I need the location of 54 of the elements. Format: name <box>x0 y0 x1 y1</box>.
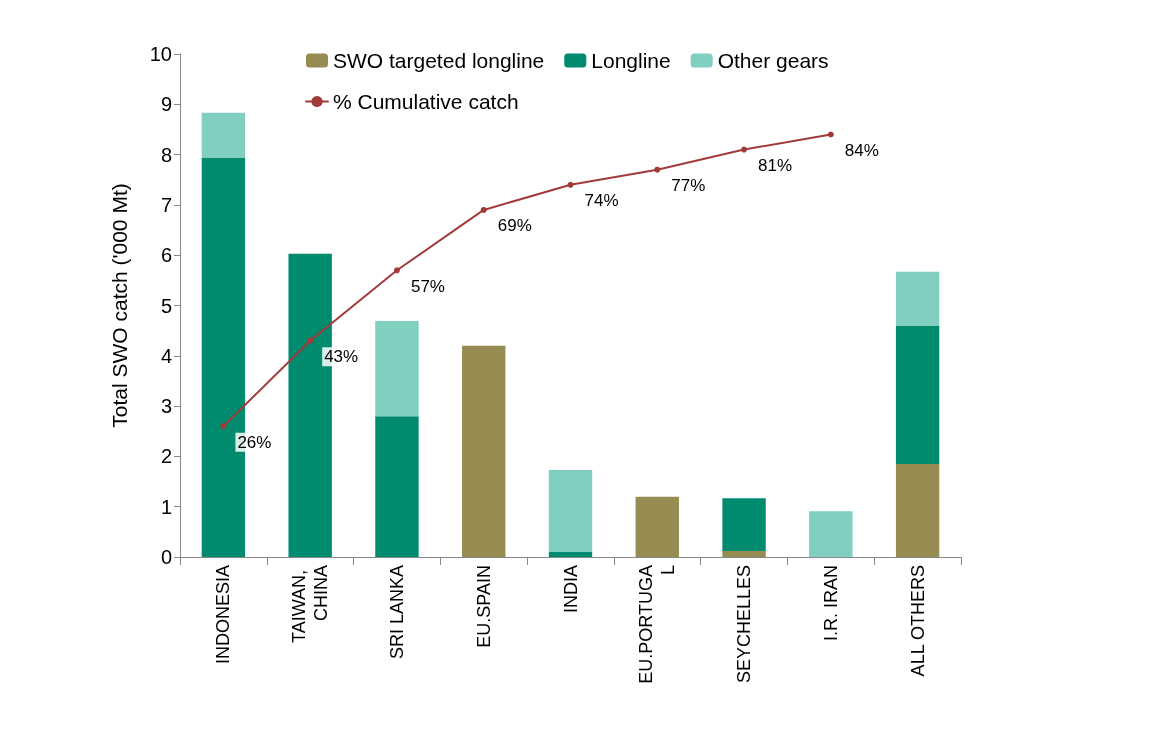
x-tick-label: I.R. IRAN <box>820 565 841 642</box>
y-tick-label: 6 <box>160 244 172 267</box>
y-tick-label: 10 <box>149 43 172 65</box>
bar <box>895 271 940 327</box>
bar <box>722 550 766 557</box>
y-tick-label: 9 <box>160 93 172 116</box>
bar <box>548 469 593 552</box>
bar <box>375 321 419 417</box>
data-label: 43% <box>324 347 359 367</box>
x-tick-label: ALL OTHERS <box>907 565 928 677</box>
data-label: 77% <box>671 176 706 196</box>
data-label: 84% <box>844 140 879 160</box>
legend-label: Longline <box>591 49 671 72</box>
y-tick-label: 7 <box>160 193 172 216</box>
x-tick-label: SRI LANKA <box>386 565 407 660</box>
x-tick-label: EU.SPAIN <box>473 565 494 648</box>
point <box>567 181 574 188</box>
y-tick-label: 8 <box>160 143 172 166</box>
x-tick-label: EU.PORTUGAL <box>636 565 679 684</box>
point <box>480 206 487 213</box>
bar <box>375 416 419 557</box>
y-axis-title: Total SWO catch ('000 Mt) <box>108 183 131 428</box>
data-label: 57% <box>410 276 445 296</box>
bar <box>635 496 679 557</box>
bar <box>895 463 940 557</box>
point <box>741 146 748 153</box>
x-tick-label: TAIWAN, CHINA <box>289 565 332 643</box>
x-tick-label: SEYCHELLES <box>734 565 755 684</box>
y-tick-label: 4 <box>160 344 172 367</box>
y-tick-label: 1 <box>160 495 172 518</box>
data-label: 26% <box>237 432 272 452</box>
legend-label: SWO targeted longline <box>333 49 545 72</box>
bar <box>201 112 246 159</box>
y-tick-label: 0 <box>160 546 172 568</box>
data-label: 69% <box>497 216 532 236</box>
point <box>220 423 227 430</box>
y-tick-label: 5 <box>160 294 172 317</box>
bar <box>462 345 506 557</box>
legend-label: % Cumulative catch <box>333 90 519 113</box>
bar <box>722 498 766 551</box>
point <box>654 166 661 173</box>
point <box>827 131 834 138</box>
x-tick-label: INDIA <box>560 565 581 614</box>
bar <box>548 551 593 557</box>
bar <box>809 511 853 557</box>
bar <box>895 326 940 464</box>
data-label: 74% <box>584 191 619 211</box>
point <box>393 267 400 274</box>
y-tick-label: 3 <box>160 395 172 418</box>
legend-label: Other gears <box>717 49 829 72</box>
y-tick-label: 2 <box>160 445 172 468</box>
point <box>307 337 314 344</box>
x-tick-label: INDONESIA <box>213 565 234 665</box>
data-label: 81% <box>758 156 793 176</box>
